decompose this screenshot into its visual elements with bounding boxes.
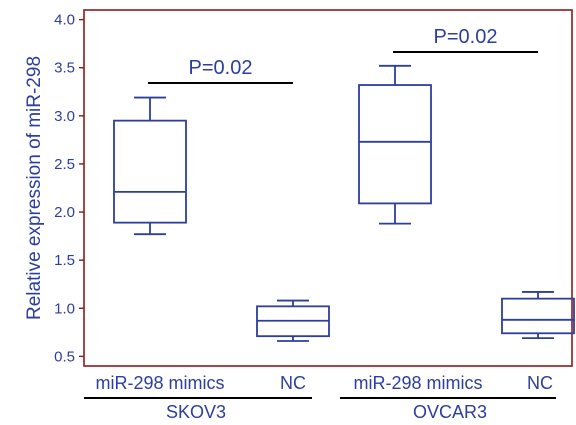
- iqr-box: [113, 119, 187, 224]
- x-category-label: NC: [280, 373, 306, 393]
- x-category-label: miR-298 mimics: [353, 373, 482, 393]
- p-value-annotation: P=0.02: [189, 57, 253, 79]
- y-tick-label: 3.5: [54, 60, 75, 77]
- x-category-label: NC: [527, 373, 553, 393]
- y-tick-label: 3.0: [54, 108, 75, 125]
- box-4: [501, 291, 575, 339]
- p-value-annotation: P=0.02: [434, 26, 498, 48]
- y-axis-label: Relative expression of miR-298: [24, 56, 45, 320]
- y-tick-label: 1.0: [54, 300, 75, 317]
- group-label: SKOV3: [166, 402, 226, 422]
- box-3: [358, 64, 432, 225]
- iqr-box: [501, 297, 575, 335]
- plot-area: 0.5 1.0 1.5 2.0 2.5 3.0 3.5 4.0 P=0.02 P=0.02 miR-…: [54, 9, 575, 422]
- y-tick-label: 2.5: [54, 156, 75, 173]
- iqr-box: [358, 84, 432, 205]
- group-label: OVCAR3: [413, 402, 487, 422]
- x-category-label: miR-298 mimics: [95, 373, 224, 393]
- y-tick-label: 4.0: [54, 12, 75, 29]
- y-tick-label: 2.0: [54, 204, 75, 221]
- box-1: [113, 96, 187, 236]
- y-tick-label: 1.5: [54, 252, 75, 269]
- y-tick-label: 0.5: [54, 348, 75, 365]
- box-2: [256, 299, 330, 342]
- y-axis-label-group: Relative expression of miR-298: [24, 56, 45, 320]
- plot-frame: [83, 9, 573, 367]
